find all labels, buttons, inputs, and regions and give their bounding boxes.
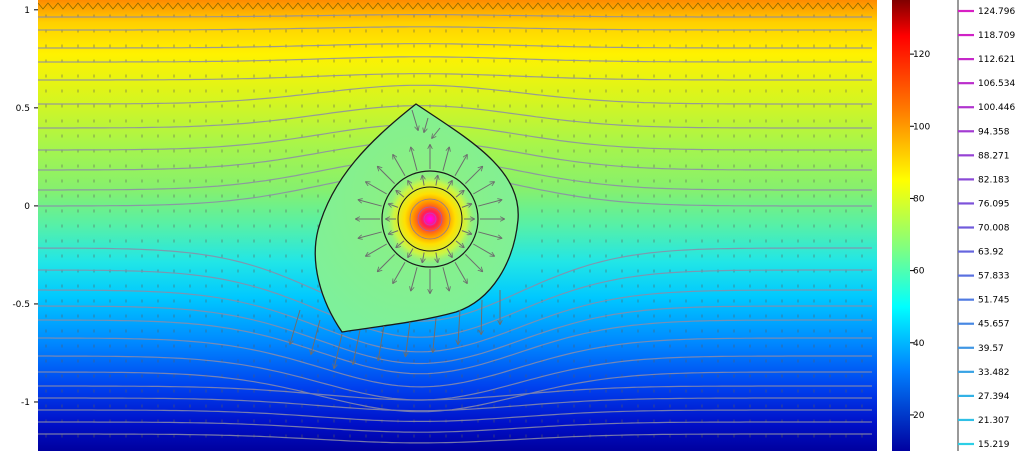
y-tick-label: 0.5 bbox=[16, 104, 30, 114]
contour-legend-label: 94.358 bbox=[978, 127, 1010, 137]
colorbar-tick-label: 80 bbox=[913, 194, 925, 204]
y-tick-label: -1 bbox=[21, 398, 30, 408]
contour-legend-label: 112.621 bbox=[978, 55, 1015, 65]
colorbar-tick-label: 40 bbox=[913, 339, 925, 349]
y-tick-label: 1 bbox=[24, 6, 30, 16]
contour-legend-label: 70.008 bbox=[978, 224, 1010, 234]
contour-legend-label: 118.709 bbox=[978, 31, 1015, 41]
colorbar-tick-label: 20 bbox=[913, 411, 925, 421]
contour-legend-label: 33.482 bbox=[978, 368, 1010, 378]
contour-legend-label: 63.92 bbox=[978, 248, 1004, 258]
y-tick-label: 0 bbox=[24, 202, 30, 212]
inner-ring-outer bbox=[381, 170, 479, 268]
contour-legend-label: 82.183 bbox=[978, 175, 1010, 185]
top-boundary bbox=[38, 2, 874, 10]
colorbar bbox=[892, 0, 910, 451]
colorbar-ticks: 120 100 80 60 40 20 bbox=[910, 50, 930, 421]
contour-legend-label: 51.745 bbox=[978, 296, 1010, 306]
plot-surface bbox=[38, 0, 877, 451]
vector-field bbox=[45, 14, 863, 438]
contour-legend-label: 106.534 bbox=[978, 79, 1015, 89]
y-tick-label: -0.5 bbox=[12, 300, 30, 310]
colorbar-tick-label: 100 bbox=[913, 122, 930, 132]
contour-legend-label: 39.57 bbox=[978, 344, 1004, 354]
contour-legend-label: 27.394 bbox=[978, 392, 1010, 402]
contour-legend-label: 21.307 bbox=[978, 416, 1010, 426]
streamlines bbox=[38, 14, 872, 444]
contour-legend: 124.796 118.709 112.621 106.534 100.446 94.35… bbox=[958, 7, 1015, 450]
flux-arrows bbox=[290, 109, 504, 368]
hotspot bbox=[384, 173, 476, 265]
contour-legend-label: 57.833 bbox=[978, 272, 1010, 282]
contour-legend-label: 100.446 bbox=[978, 103, 1015, 113]
y-axis-ticks: 1 0.5 0 -0.5 -1 bbox=[12, 6, 38, 408]
contour-legend-label: 124.796 bbox=[978, 7, 1015, 17]
contour-legend-label: 15.219 bbox=[978, 440, 1010, 450]
colorbar-tick-label: 60 bbox=[913, 267, 925, 277]
contour-legend-label: 88.271 bbox=[978, 151, 1010, 161]
inner-ring-inner bbox=[397, 186, 463, 252]
contour-legend-label: 76.095 bbox=[978, 199, 1010, 209]
colorbar-tick-label: 120 bbox=[913, 50, 930, 60]
contour-legend-label: 45.657 bbox=[978, 320, 1010, 330]
